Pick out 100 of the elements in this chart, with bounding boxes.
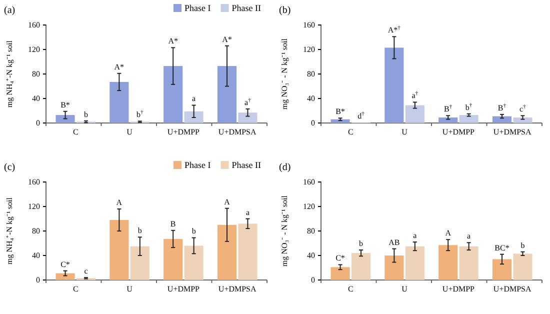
x-tick-label: C xyxy=(72,128,78,137)
bar xyxy=(56,115,75,123)
x-tick-label: U+DMPP xyxy=(167,128,200,137)
data-label: B* xyxy=(60,100,70,110)
y-tick-label: 40 xyxy=(32,251,40,260)
x-tick-label: U+DMPP xyxy=(442,128,476,137)
data-label: b xyxy=(138,226,142,236)
data-label: A*$^{†}$ xyxy=(388,26,401,35)
x-tick-label: U xyxy=(126,284,133,294)
data-label: A xyxy=(224,197,230,206)
x-tick-label: U+DMPSA xyxy=(493,284,532,294)
data-label: B$^{†}$ xyxy=(444,104,452,114)
x-tick-label: U+DMPP xyxy=(442,284,476,294)
bar xyxy=(492,259,512,280)
data-label: A* xyxy=(114,62,124,72)
y-tick-label: 120 xyxy=(28,202,40,212)
data-label: AB xyxy=(388,238,400,247)
y-tick-label: 160 xyxy=(303,178,315,187)
y-tick-label: 0 xyxy=(311,276,315,285)
data-label: b xyxy=(84,110,88,119)
data-label: d$^{†}$ xyxy=(358,111,365,120)
bar xyxy=(459,246,478,280)
bar xyxy=(184,111,204,123)
chart-title: (a) xyxy=(4,5,16,16)
legend-label: Phase II xyxy=(232,160,261,170)
x-tick-label: U+DMPSA xyxy=(218,128,256,137)
y-tick-label: 80 xyxy=(307,226,315,236)
data-label: b xyxy=(520,240,525,250)
bar xyxy=(56,273,75,280)
y-tick-label: 160 xyxy=(303,20,315,30)
y-tick-label: 120 xyxy=(303,202,315,212)
data-label: a$^{†}$ xyxy=(412,91,418,100)
x-tick-label: U xyxy=(402,128,408,137)
data-label: c xyxy=(84,266,88,276)
bar xyxy=(238,112,258,123)
x-tick-label: U+DMPP xyxy=(167,284,200,294)
y-tick-label: 160 xyxy=(28,178,40,187)
bar xyxy=(130,246,150,280)
data-label: C* xyxy=(60,260,70,269)
bar xyxy=(164,66,183,123)
x-tick-label: C xyxy=(348,128,354,137)
x-tick-label: U+DMPSA xyxy=(218,284,256,294)
data-label: A xyxy=(445,228,452,238)
data-label: A* xyxy=(168,36,178,46)
chart-title: (b) xyxy=(279,5,291,16)
bar xyxy=(110,220,129,280)
bar xyxy=(513,117,532,123)
y-tick-label: 40 xyxy=(32,94,40,104)
y-tick-label: 160 xyxy=(28,20,40,30)
y-tick-label: 120 xyxy=(28,45,40,54)
legend-label: Phase I xyxy=(184,160,211,170)
data-label: A* xyxy=(222,34,232,44)
data-label: BC* xyxy=(494,243,510,252)
bar xyxy=(238,224,258,280)
y-axis-title: mg NO₃⁻ - N kg⁻¹ soil xyxy=(280,194,289,266)
x-tick-label: C xyxy=(72,284,78,294)
bar xyxy=(330,267,350,280)
bar xyxy=(513,254,532,280)
chart-title: (c) xyxy=(4,162,16,173)
y-tick-label: 0 xyxy=(311,118,315,128)
bar xyxy=(330,119,350,123)
bar xyxy=(492,116,512,123)
data-label: b$^{†}$ xyxy=(136,110,144,120)
legend-label: Phase II xyxy=(232,3,261,13)
data-label: b xyxy=(192,226,196,236)
bar xyxy=(438,117,458,123)
chart-title: (d) xyxy=(279,162,291,173)
y-axis-title: mg NH₄⁺-N kg⁻¹ soil xyxy=(5,196,14,264)
bar xyxy=(217,66,237,123)
y-tick-label: 80 xyxy=(307,70,315,79)
data-label: a xyxy=(192,94,196,104)
x-tick-label: U+DMPSA xyxy=(493,128,532,137)
y-axis-title: mg NO₃⁻ - N kg⁻¹ soil xyxy=(280,38,289,110)
data-label: a xyxy=(413,231,418,240)
bar xyxy=(459,115,478,123)
legend-label: Phase I xyxy=(184,3,211,13)
bar xyxy=(384,256,404,280)
y-tick-label: 80 xyxy=(32,70,40,79)
y-tick-label: 120 xyxy=(303,45,315,54)
data-label: a xyxy=(246,208,250,217)
data-label: a xyxy=(467,232,472,241)
bar xyxy=(184,246,204,280)
y-tick-label: 0 xyxy=(36,276,40,285)
data-label: A xyxy=(116,198,122,207)
data-label: a$^{†}$ xyxy=(244,98,252,107)
y-tick-label: 40 xyxy=(307,251,315,260)
bar xyxy=(384,48,404,123)
x-tick-label: C xyxy=(348,284,354,294)
x-tick-label: U xyxy=(126,128,133,137)
bar xyxy=(164,238,183,280)
x-tick-label: U xyxy=(402,284,408,294)
data-label: B* xyxy=(336,107,345,116)
data-label: B$^{†}$ xyxy=(498,103,506,112)
bar xyxy=(351,253,371,280)
data-label: B xyxy=(170,219,176,228)
bar xyxy=(110,82,129,123)
bar xyxy=(405,105,424,123)
data-label: b$^{†}$ xyxy=(465,102,472,112)
data-label: C* xyxy=(336,254,345,263)
data-label: c$^{†}$ xyxy=(520,104,526,114)
